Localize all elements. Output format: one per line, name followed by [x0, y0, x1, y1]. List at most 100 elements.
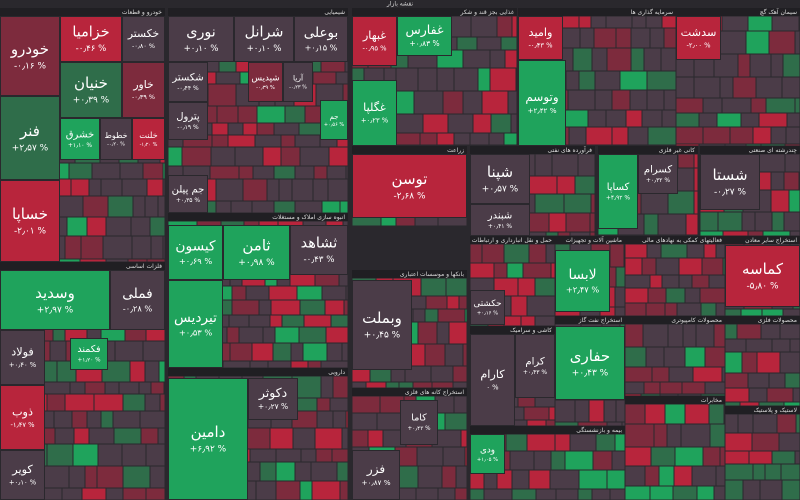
stock-name: شستا: [712, 166, 747, 184]
small-tile: [781, 464, 800, 480]
small-tile: [784, 212, 800, 231]
small-tile: [677, 303, 701, 316]
small-tile: [342, 428, 348, 449]
small-tile: [660, 394, 678, 396]
sector-header: [352, 270, 467, 278]
small-tile: [62, 488, 82, 500]
small-tile: [641, 394, 660, 396]
small-tile: [507, 263, 523, 278]
small-tile: [447, 296, 459, 309]
small-tile: [352, 413, 377, 430]
sector: محصولات کامپیوتری: [625, 316, 725, 396]
small-tile: [518, 278, 535, 296]
small-tile: [130, 361, 145, 382]
small-tile: [662, 16, 676, 28]
small-tile: [615, 307, 625, 316]
small-tile: [558, 232, 570, 236]
small-tile: [679, 275, 692, 288]
small-tile: [445, 413, 467, 430]
stock-change: -۰٫۲۰ %: [107, 142, 125, 148]
small-tile: [648, 288, 666, 303]
small-tile: [504, 133, 517, 145]
small-tile: [368, 430, 383, 447]
small-tile: [470, 133, 489, 145]
small-tile: [276, 449, 301, 462]
small-tile: [94, 394, 123, 411]
stock-tile: [0, 96, 60, 180]
small-tile: [769, 373, 785, 388]
small-tile: [529, 470, 550, 489]
small-tile: [631, 28, 650, 48]
small-tile: [281, 147, 300, 166]
small-tile: [752, 433, 779, 451]
small-tile: [716, 244, 725, 258]
stock-tile: [676, 16, 721, 60]
small-tile: [425, 309, 438, 322]
small-tile: [259, 300, 271, 315]
small-tile: [685, 404, 709, 424]
small-tile: [260, 462, 276, 481]
small-tile: [679, 258, 702, 275]
small-tile: [718, 212, 742, 231]
small-tile: [631, 48, 644, 71]
small-tile: [491, 114, 511, 133]
small-tile: [473, 114, 491, 133]
small-tile: [133, 196, 145, 217]
sector: سیمان آهک گچ سدشت -۲٫۰۰ %: [676, 7, 800, 146]
sector: کانی غیر فلزی کساپا +۴٫۹۲ % کسرام+۰٫۳۲ %: [598, 146, 698, 235]
sector-header: [352, 388, 467, 396]
stock-change: -۰٫۲۸ %: [123, 303, 153, 313]
stock-tile: [168, 175, 208, 213]
small-tile: [501, 37, 517, 50]
small-tile: [757, 352, 780, 373]
small-tile: [725, 373, 748, 388]
sector-title: بیمه و بازنشستگی: [576, 426, 622, 434]
small-tile: [720, 447, 725, 466]
stock-tile: [352, 80, 397, 146]
sector-header: [352, 8, 517, 16]
small-tile: [716, 303, 725, 316]
small-tile: [787, 113, 800, 127]
small-tile: [325, 300, 344, 315]
small-tile: [703, 447, 720, 466]
stock-tile: [700, 154, 760, 210]
small-tile: [230, 343, 252, 361]
small-tile: [580, 28, 594, 48]
small-tile: [661, 244, 687, 258]
small-tile: [255, 135, 281, 147]
small-tile: [550, 470, 579, 489]
small-tile: [767, 388, 793, 402]
small-tile: [616, 28, 631, 48]
small-tile: [418, 466, 442, 488]
stock-tile: [725, 245, 800, 307]
small-tile: [725, 480, 743, 500]
small-tile: [322, 286, 346, 300]
small-tile: [465, 309, 467, 322]
stock-change: +۱٫۱۰ %: [68, 142, 93, 149]
small-tile: [252, 343, 273, 361]
small-tile: [470, 244, 482, 263]
sector: غذایی بجز قند و شکر غبهار-۰٫۹۵ % غفارس+۰٫۸…: [352, 8, 517, 146]
small-tile: [494, 263, 507, 278]
stock-change: -۰٫۴۳ %: [304, 255, 335, 265]
small-tile: [673, 486, 697, 500]
sector-title: محصولات کامپیوتری: [671, 317, 722, 324]
small-tile: [650, 275, 662, 288]
small-tile: [519, 232, 546, 236]
small-tile: [101, 179, 122, 196]
small-tile: [606, 110, 626, 127]
small-tile: [699, 144, 725, 146]
small-tile: [738, 54, 750, 77]
small-tile: [435, 396, 454, 413]
small-tile: [625, 324, 643, 347]
stock-name: نوری: [186, 25, 216, 41]
small-tile: [664, 90, 676, 110]
stock-name: کیسون: [175, 238, 216, 254]
sector-title: بانکها و موسسات اعتباری: [400, 271, 464, 278]
small-tile: [50, 341, 66, 361]
small-tile: [521, 316, 535, 326]
small-tile: [511, 114, 517, 133]
small-tile: [595, 90, 612, 110]
small-tile: [591, 16, 606, 28]
